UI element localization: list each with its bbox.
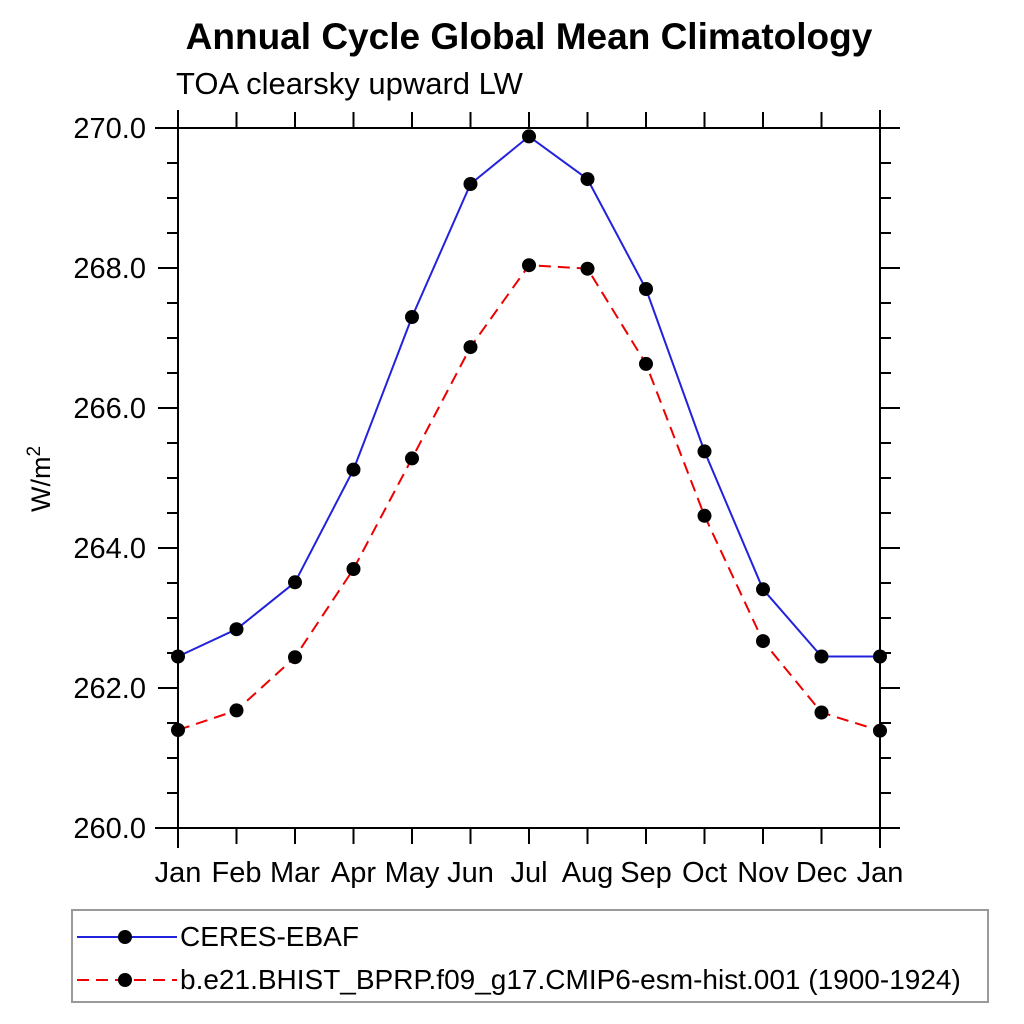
legend-label-ceres-ebaf: CERES-EBAF [180, 921, 359, 952]
x-axis-tick-labels: Jan Feb Mar Apr May Jun Jul Aug Sep Oct Nov Dec Jan [155, 857, 904, 889]
data-point [639, 282, 653, 296]
data-point [346, 462, 361, 477]
x-tick-label: Jul [510, 857, 547, 889]
series-line-0 [177, 135, 880, 658]
y-tick-label: 262.0 [73, 673, 146, 705]
legend: CERES-EBAF b.e21.BHIST_BPRP.f09_g17.CMIP… [71, 909, 989, 1003]
x-tick-label: Dec [796, 857, 848, 889]
data-point [814, 705, 829, 720]
x-tick-label: Jan [857, 857, 904, 889]
data-point [697, 508, 712, 523]
data-point [756, 582, 770, 597]
legend-swatch-solid-line-marker [77, 930, 177, 944]
legend-swatch-dashed-line-marker [77, 973, 177, 987]
series-line-1 [177, 264, 881, 732]
data-point [873, 723, 887, 738]
x-tick-label: Mar [270, 857, 320, 889]
data-point [814, 649, 829, 664]
y-tick-label: 266.0 [73, 393, 146, 425]
data-point [697, 444, 712, 459]
y-tick-label: 270.0 [73, 113, 146, 145]
data-point [463, 177, 478, 191]
x-tick-label: Oct [682, 857, 727, 889]
x-tick-label: Nov [737, 857, 789, 889]
y-tick-label: 268.0 [73, 253, 146, 285]
data-point [288, 575, 302, 590]
data-point [522, 129, 536, 144]
data-point [346, 562, 361, 576]
data-point [229, 622, 244, 637]
x-tick-label: May [385, 857, 440, 889]
y-axis-ticks [158, 127, 900, 829]
series-markers-1 [171, 258, 887, 738]
data-point [229, 703, 244, 718]
data-point [756, 634, 770, 649]
x-tick-label: Aug [562, 857, 614, 889]
x-tick-label: Sep [620, 857, 672, 889]
legend-item-ceres-ebaf: CERES-EBAF [75, 921, 359, 952]
x-tick-label: Jun [447, 857, 494, 889]
data-point [580, 172, 595, 187]
data-point [522, 258, 536, 273]
data-point [639, 356, 653, 371]
axes-frame [155, 110, 898, 848]
y-tick-label: 260.0 [73, 813, 146, 845]
chart-title: Annual Cycle Global Mean Climatology [185, 16, 873, 57]
data-point [463, 340, 478, 355]
legend-item-model: b.e21.BHIST_BPRP.f09_g17.CMIP6-esm-hist.… [75, 964, 961, 995]
data-point [171, 649, 185, 664]
y-axis-tick-labels: 260.0 262.0 264.0 266.0 268.0 270.0 [73, 113, 146, 845]
series-markers-0 [171, 129, 887, 664]
data-point [405, 451, 419, 466]
x-tick-label: Apr [331, 857, 376, 889]
legend-label-model: b.e21.BHIST_BPRP.f09_g17.CMIP6-esm-hist.… [180, 964, 961, 995]
chart-subtitle: TOA clearsky upward LW [176, 66, 523, 101]
data-point [171, 723, 185, 737]
data-point [288, 650, 302, 665]
x-tick-label: Jan [155, 857, 202, 889]
y-tick-label: 264.0 [73, 533, 146, 565]
data-point [580, 261, 595, 276]
data-point [873, 649, 887, 664]
x-axis-ticks [177, 112, 881, 844]
x-tick-label: Feb [212, 857, 262, 889]
data-point [405, 310, 419, 324]
